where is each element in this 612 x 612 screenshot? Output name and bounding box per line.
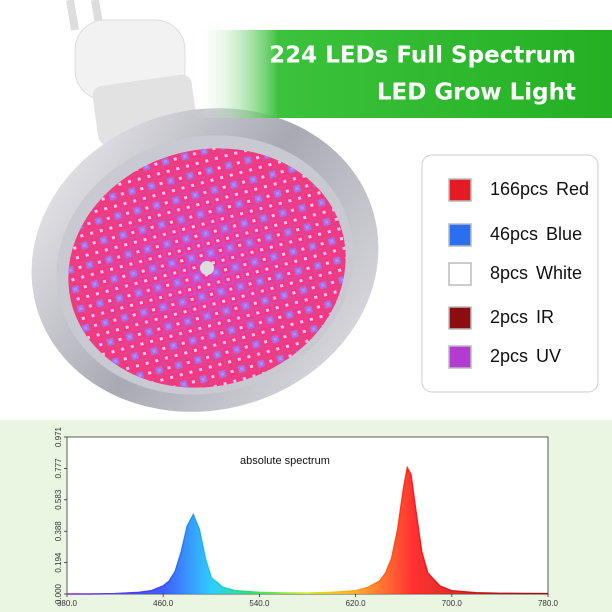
legend-count: 2pcs <box>490 307 528 327</box>
legend-count: 46pcs <box>490 224 538 244</box>
legend-swatch <box>448 223 472 247</box>
legend-swatch <box>448 262 472 286</box>
x-tick-label: 460.0 <box>153 599 174 608</box>
legend-name: IR <box>536 307 554 327</box>
legend-swatch <box>448 178 472 202</box>
legend-swatch <box>448 345 472 369</box>
plot-area <box>66 436 549 595</box>
legend-name: Red <box>556 179 589 199</box>
legend-name: UV <box>536 346 561 366</box>
y-tick-label: 0.777 <box>54 458 63 479</box>
legend-count: 8pcs <box>490 263 528 283</box>
legend-name: White <box>536 263 582 283</box>
y-tick-label: 0.971 <box>54 426 63 447</box>
x-tick-label: 380.0 <box>57 599 78 608</box>
spectrum-area <box>67 467 548 594</box>
legend-box <box>421 154 599 393</box>
y-tick-label: 0.000 <box>54 583 63 604</box>
spectrum-line <box>67 465 549 595</box>
banner <box>195 30 612 118</box>
banner-line: LED Grow Light <box>377 80 576 106</box>
legend-name: Blue <box>546 224 582 244</box>
legend-count: 2pcs <box>490 346 528 366</box>
lamp-illustration <box>31 0 379 412</box>
legend-count: 166pcs <box>490 179 548 199</box>
y-tick-label: 0.388 <box>54 521 63 542</box>
x-tick-label: 780.0 <box>538 599 559 608</box>
banner-line: 224 LEDs Full Spectrum <box>269 43 576 69</box>
y-tick-label: 0.194 <box>54 552 63 573</box>
legend: 166pcs Red 46pcs Blue 8pcs White 2pcs IR 2pcs UV <box>448 178 589 369</box>
chart-title: absolute spectrum <box>240 455 330 467</box>
chart: 380.0 460.0 540.0 620.0 700.0 780.0 0.000 0.194… <box>54 426 558 608</box>
y-tick-label: 0.583 <box>54 489 63 510</box>
legend-swatch <box>448 306 472 330</box>
x-tick-label: 700.0 <box>442 599 463 608</box>
x-tick-label: 620.0 <box>346 599 367 608</box>
x-tick-label: 540.0 <box>249 599 270 608</box>
